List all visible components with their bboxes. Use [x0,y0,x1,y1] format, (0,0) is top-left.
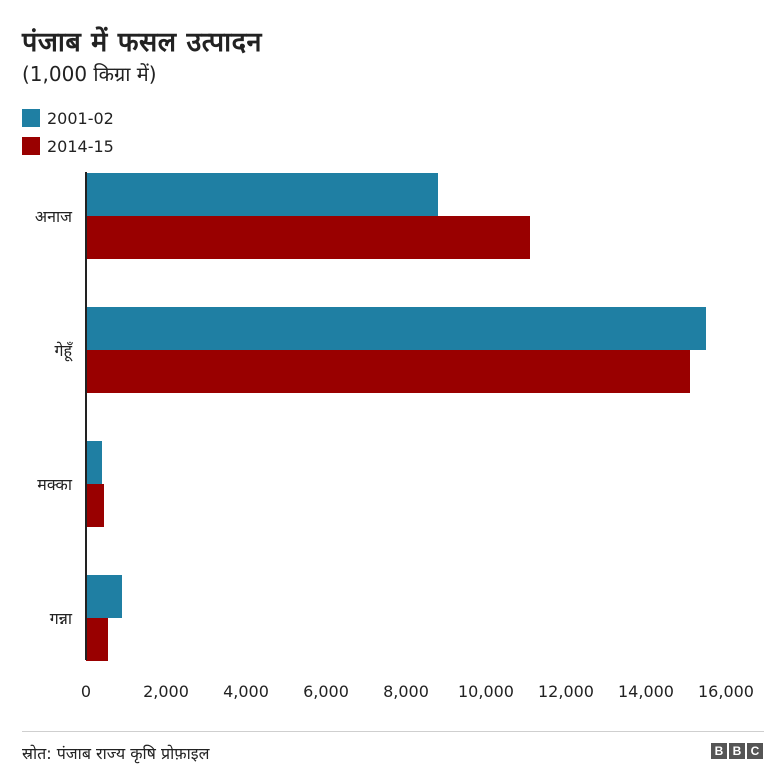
chart-title: पंजाब में फसल उत्पादन [22,27,262,58]
chart-subtitle: (1,000 किग्रा में) [22,62,157,86]
bar-2001-3 [86,575,122,618]
x-tick-label-3: 6,000 [303,682,349,701]
bar-2014-0 [86,216,530,259]
x-tick-label-1: 2,000 [143,682,189,701]
legend: 2001-02 2014-15 [22,104,114,160]
bar-2014-3 [86,618,108,661]
x-tick-label-5: 10,000 [458,682,514,701]
logo-letter-b1: B [711,743,727,759]
legend-swatch-2014 [22,137,40,155]
x-tick-label-6: 12,000 [538,682,594,701]
logo-letter-c: C [747,743,763,759]
legend-label-2014: 2014-15 [47,136,114,156]
legend-label-2001: 2001-02 [47,108,114,128]
category-label-2: मक्का [37,475,73,494]
category-label-3: गन्ना [50,609,73,628]
category-label-0: अनाज [35,207,73,226]
bar-2014-1 [86,350,690,393]
x-tick-label-4: 8,000 [383,682,429,701]
category-label-1: गेहूँ [54,341,73,362]
legend-item-2014: 2014-15 [22,132,114,160]
x-tick-label-7: 14,000 [618,682,674,701]
legend-item-2001: 2001-02 [22,104,114,132]
x-tick-label-8: 16,000 [698,682,754,701]
legend-swatch-2001 [22,109,40,127]
bar-2001-2 [86,441,102,484]
footer-divider [22,731,764,732]
bar-2001-1 [86,307,706,350]
bar-2001-0 [86,173,438,216]
bbc-logo: B B C [711,743,763,759]
logo-letter-b2: B [729,743,745,759]
x-tick-label-2: 4,000 [223,682,269,701]
x-tick-label-0: 0 [81,682,91,701]
bar-2014-2 [86,484,104,527]
source-text: स्रोत: पंजाब राज्य कृषि प्रोफ़ाइल [22,744,210,763]
